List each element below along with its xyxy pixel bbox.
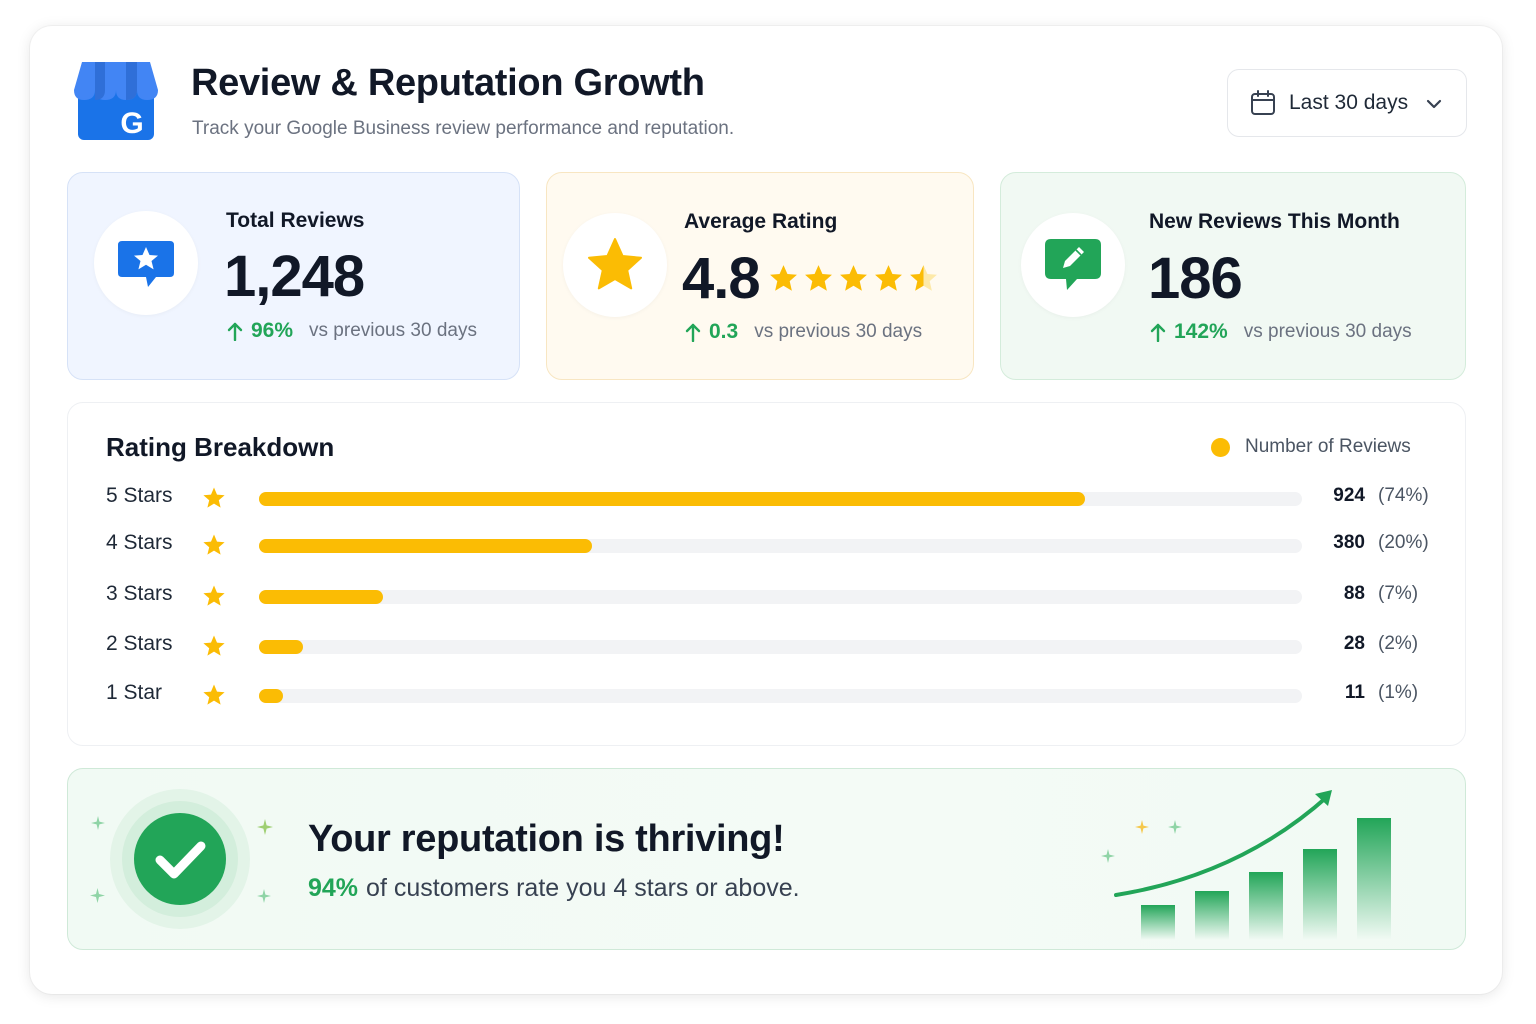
rating-row-label: 4 Stars: [106, 531, 173, 554]
rating-percent: (1%): [1378, 682, 1419, 703]
stat-icon-circle: [1021, 213, 1125, 317]
stat-trend: 142% vs previous 30 days: [1149, 320, 1412, 344]
rating-count: 88: [1343, 583, 1365, 604]
stat-trend: 96% vs previous 30 days: [226, 319, 477, 343]
arrow-up-icon: [227, 322, 243, 341]
growth-bar: [1357, 818, 1391, 940]
growth-bar: [1303, 849, 1337, 940]
rating-bar-fill: [259, 492, 1086, 506]
rating-stars: [768, 263, 939, 294]
rating-row-2: 2 Stars 28 (2%): [0, 632, 1536, 662]
svg-text:G: G: [120, 107, 143, 140]
stat-comparison: vs previous 30 days: [754, 321, 923, 342]
chat-star-icon: [118, 241, 174, 287]
stat-card-total-reviews: Total Reviews 1,248 96% vs previous 30 d…: [67, 172, 520, 380]
sparkle-icon: [257, 889, 271, 903]
arrow-up-icon: [685, 323, 701, 342]
rating-bar-fill: [259, 590, 384, 604]
page-subtitle: Track your Google Business review perfor…: [192, 118, 735, 139]
banner-highlight: 94%: [308, 874, 359, 902]
chart-legend: Number of Reviews: [1211, 436, 1411, 458]
stat-title: Average Rating: [684, 210, 838, 233]
stat-card-new-reviews: New Reviews This Month 186 142% vs previ…: [1000, 172, 1466, 380]
star-icon: [840, 265, 867, 291]
stat-delta: 142%: [1174, 320, 1228, 343]
growth-bar: [1195, 891, 1229, 940]
rating-row-label: 2 Stars: [106, 632, 173, 655]
stat-delta: 96%: [251, 319, 294, 342]
stat-card-average-rating: Average Rating 4.8 0.3 vs previous 30 da…: [546, 172, 974, 380]
sparkle-icon: [257, 819, 273, 835]
rating-row-label: 3 Stars: [106, 582, 173, 605]
rating-row-4: 4 Stars 380 (20%): [0, 531, 1536, 561]
stat-icon-circle: [94, 211, 198, 315]
star-icon: [805, 265, 832, 291]
banner-text: of customers rate you 4 stars or above.: [366, 874, 800, 902]
rating-breakdown-panel: [67, 402, 1466, 746]
stat-comparison: vs previous 30 days: [309, 320, 477, 341]
sparkle-icon: [91, 816, 105, 830]
rating-count: 380: [1333, 532, 1365, 553]
banner-title: Your reputation is thriving!: [308, 818, 785, 860]
stat-trend: 0.3 vs previous 30 days: [684, 320, 922, 344]
legend-dot: [1211, 437, 1230, 457]
page-title: Review & Reputation Growth: [191, 62, 705, 104]
calendar-icon: [1251, 90, 1275, 115]
rating-bar-fill: [259, 640, 303, 654]
growth-bar: [1249, 872, 1283, 940]
rating-bar-track: [259, 689, 1302, 703]
legend-label: Number of Reviews: [1245, 436, 1411, 457]
star-icon: [588, 238, 642, 290]
chevron-down-icon: [1426, 99, 1442, 109]
sparkle-icon: [90, 888, 105, 903]
stat-comparison: vs previous 30 days: [1243, 321, 1412, 342]
star-icon: [203, 585, 225, 606]
star-icon: [203, 534, 225, 555]
arrow-up-icon: [1150, 323, 1166, 342]
stat-value: 1,248: [224, 244, 365, 309]
breakdown-title: Rating Breakdown: [106, 432, 335, 462]
rating-bar-track: [259, 640, 1302, 654]
rating-bar-track: [259, 539, 1302, 553]
star-icon: [875, 265, 902, 291]
rating-percent: (74%): [1378, 485, 1429, 506]
rating-count: 28: [1343, 633, 1365, 654]
check-circle-icon: [110, 789, 250, 929]
rating-percent: (2%): [1378, 633, 1419, 654]
banner-subtitle: 94% of customers rate you 4 stars or abov…: [308, 874, 800, 903]
google-business-logo: G: [74, 62, 158, 140]
stat-delta: 0.3: [709, 320, 739, 343]
growth-chart-illustration: [1101, 790, 1391, 940]
date-range-label: Last 30 days: [1289, 91, 1409, 114]
star-icon: [203, 635, 225, 656]
stat-value: 186: [1148, 246, 1243, 311]
rating-percent: (7%): [1378, 583, 1419, 604]
edit-chat-icon: [1045, 239, 1101, 290]
date-range-dropdown[interactable]: Last 30 days: [1227, 69, 1467, 137]
stat-icon-circle: [563, 213, 667, 317]
rating-row-label: 1 Star: [106, 681, 163, 704]
rating-bar-fill: [259, 689, 283, 703]
star-icon: [770, 265, 797, 291]
rating-percent: (20%): [1378, 532, 1429, 553]
rating-count: 11: [1344, 682, 1365, 703]
stat-value: 4.8: [682, 246, 761, 311]
star-icon: [203, 684, 225, 705]
rating-row-label: 5 Stars: [106, 484, 173, 507]
rating-count: 924: [1333, 485, 1365, 506]
rating-row-5: 5 Stars 924 (74%): [0, 484, 1536, 514]
star-icon: [203, 487, 225, 508]
rating-bar-fill: [259, 539, 592, 553]
rating-row-3: 3 Stars 88 (7%): [0, 582, 1536, 612]
stat-title: New Reviews This Month: [1149, 210, 1400, 233]
rating-row-1: 1 Star 11 (1%): [0, 681, 1536, 711]
growth-bar: [1141, 905, 1175, 940]
stat-title: Total Reviews: [226, 209, 365, 232]
rating-bar-track: [259, 492, 1302, 506]
rating-bar-track: [259, 590, 1302, 604]
half-star-icon: [910, 265, 937, 291]
